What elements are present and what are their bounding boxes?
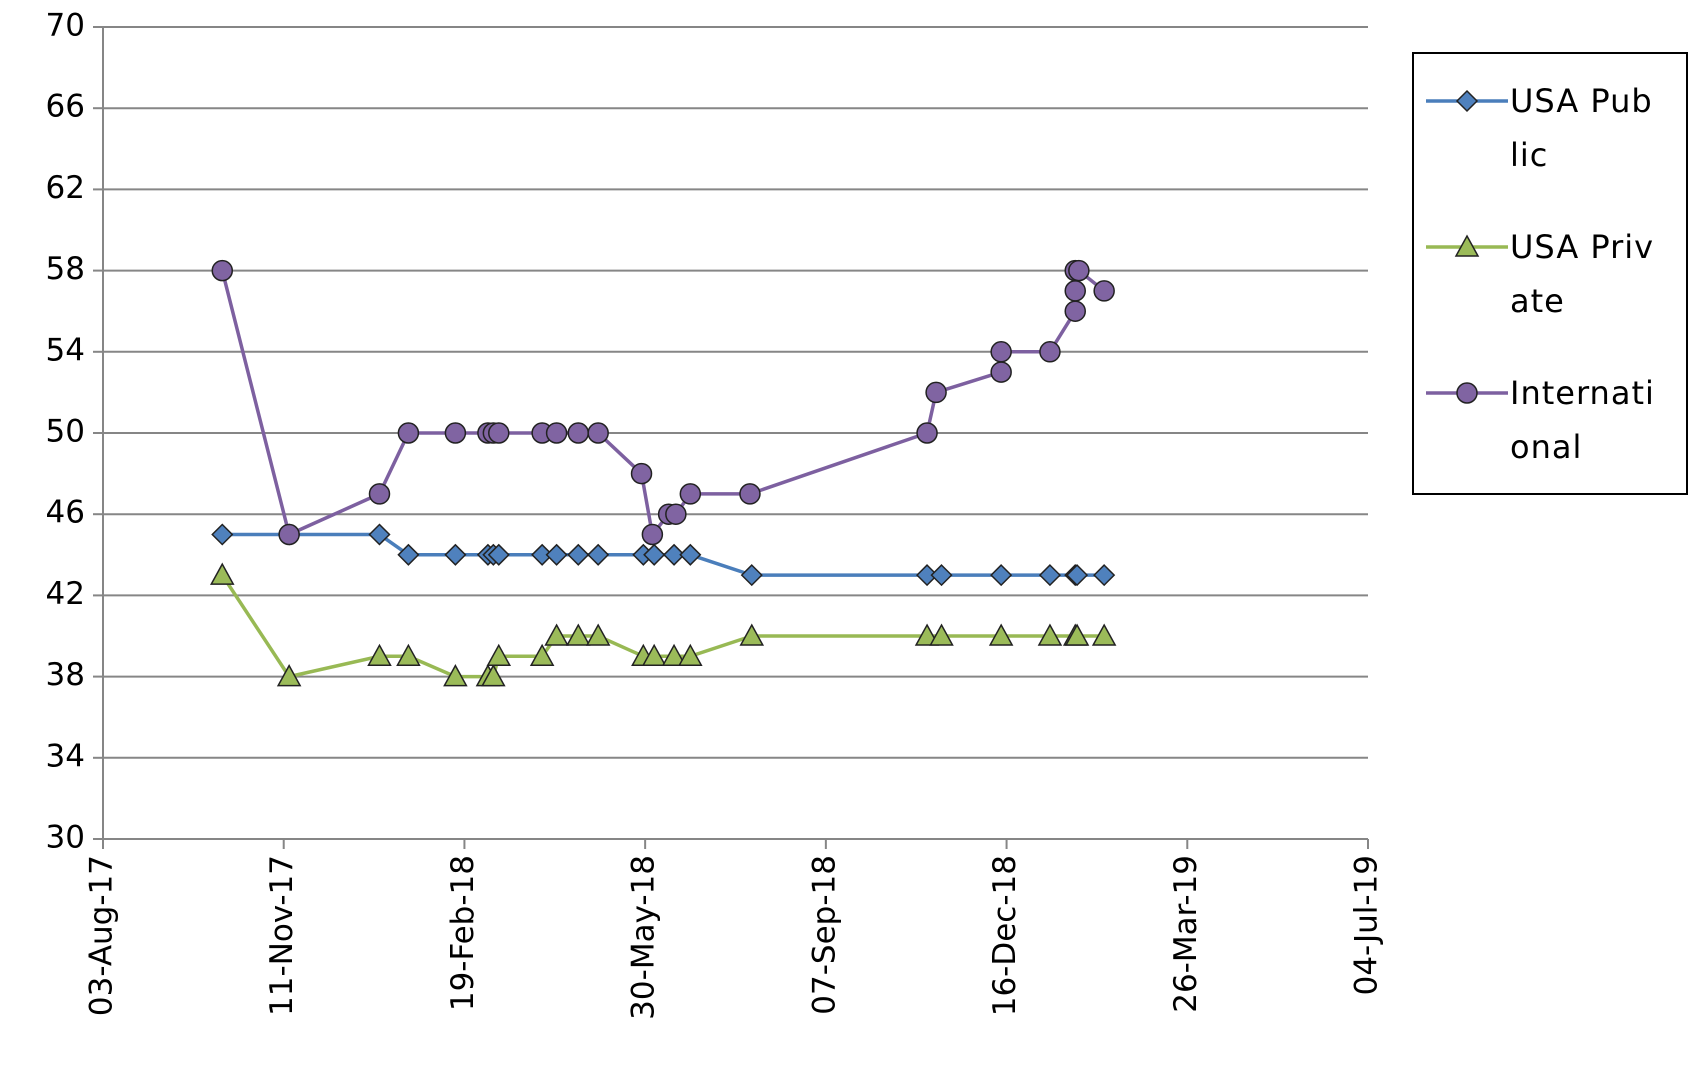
marker	[585, 623, 611, 646]
legend-swatch	[1426, 382, 1508, 404]
marker	[278, 523, 300, 546]
marker	[367, 643, 392, 667]
marker	[529, 643, 555, 667]
marker	[545, 543, 568, 566]
marker	[1065, 564, 1089, 587]
marker	[368, 483, 391, 505]
legend-marker	[1455, 89, 1479, 113]
x-tick-label: 04-Jul-19	[1349, 855, 1385, 995]
marker	[443, 664, 468, 687]
marker	[444, 543, 467, 566]
marker	[643, 543, 666, 566]
marker	[1064, 300, 1086, 322]
marker	[444, 422, 467, 444]
x-tick-label: 11-Nov-17	[264, 855, 300, 1016]
legend-entry: USA Private	[1424, 220, 1676, 328]
marker	[368, 523, 391, 546]
marker	[739, 483, 761, 505]
marker	[740, 564, 763, 587]
x-tick-label: 30-May-18	[626, 855, 662, 1020]
marker	[990, 361, 1012, 383]
marker	[665, 503, 687, 525]
x-tick-label: 19-Feb-18	[445, 855, 481, 1011]
legend-entry: International	[1424, 366, 1676, 474]
legend: USA Public USA Private International	[1412, 52, 1688, 495]
marker	[488, 422, 510, 444]
y-tick-label: 46	[46, 495, 85, 531]
x-tick-label: 26-Mar-19	[1168, 855, 1204, 1013]
y-tick-label: 62	[46, 170, 85, 206]
marker	[990, 564, 1013, 587]
marker	[641, 643, 667, 667]
marker	[929, 623, 954, 646]
legend-marker	[1456, 382, 1478, 404]
marker	[276, 664, 302, 687]
marker	[678, 643, 703, 667]
marker	[990, 341, 1012, 363]
marker	[487, 543, 510, 566]
marker	[1038, 564, 1062, 587]
marker	[567, 543, 590, 566]
marker	[1064, 623, 1090, 646]
marker	[679, 483, 702, 505]
y-tick-label: 50	[46, 414, 85, 450]
legend-label: USA Public	[1510, 82, 1653, 174]
legend-label: International	[1510, 374, 1655, 466]
marker	[587, 422, 609, 444]
y-tick-label: 30	[46, 820, 85, 856]
marker	[545, 422, 568, 444]
marker	[566, 623, 591, 646]
marker	[587, 543, 610, 566]
marker	[396, 643, 421, 667]
marker	[925, 381, 947, 404]
marker	[662, 543, 686, 566]
marker	[1039, 341, 1061, 363]
marker	[916, 422, 938, 444]
y-tick-label: 66	[46, 89, 85, 125]
marker	[739, 623, 765, 646]
marker	[1037, 623, 1063, 646]
y-tick-label: 54	[46, 332, 85, 368]
marker	[988, 623, 1014, 646]
x-tick-label: 16-Dec-18	[987, 855, 1023, 1016]
x-tick-label: 03-Aug-17	[84, 855, 120, 1016]
marker	[915, 564, 939, 587]
legend-label: USA Private	[1510, 228, 1655, 320]
series-line	[220, 574, 1105, 679]
marker	[481, 664, 506, 687]
y-tick-label: 58	[46, 251, 85, 287]
series-line	[220, 268, 1106, 539]
legend-swatch	[1426, 234, 1508, 257]
marker	[641, 523, 664, 546]
marker	[1093, 564, 1116, 587]
marker	[679, 543, 702, 566]
marker	[1064, 280, 1086, 302]
marker	[930, 564, 953, 587]
marker	[210, 562, 235, 585]
x-tick-label: 07-Sep-18	[806, 855, 842, 1015]
legend-box: USA Public USA Private International	[1412, 52, 1688, 495]
legend-entry: USA Public	[1424, 74, 1676, 182]
marker	[1068, 259, 1090, 282]
marker	[397, 543, 420, 566]
y-tick-label: 38	[46, 657, 85, 693]
legend-marker	[1454, 234, 1480, 257]
marker	[211, 259, 234, 282]
marker	[397, 422, 420, 444]
marker	[531, 543, 554, 566]
marker	[211, 523, 234, 546]
marker	[1091, 623, 1117, 646]
y-tick-label: 70	[46, 8, 85, 44]
marker	[544, 623, 569, 646]
marker	[630, 462, 653, 485]
y-tick-label: 42	[46, 576, 85, 612]
marker	[567, 422, 590, 444]
marker	[661, 643, 687, 667]
marker	[486, 643, 512, 667]
legend-swatch	[1426, 89, 1508, 113]
marker	[1093, 280, 1115, 302]
y-tick-label: 34	[46, 738, 85, 774]
